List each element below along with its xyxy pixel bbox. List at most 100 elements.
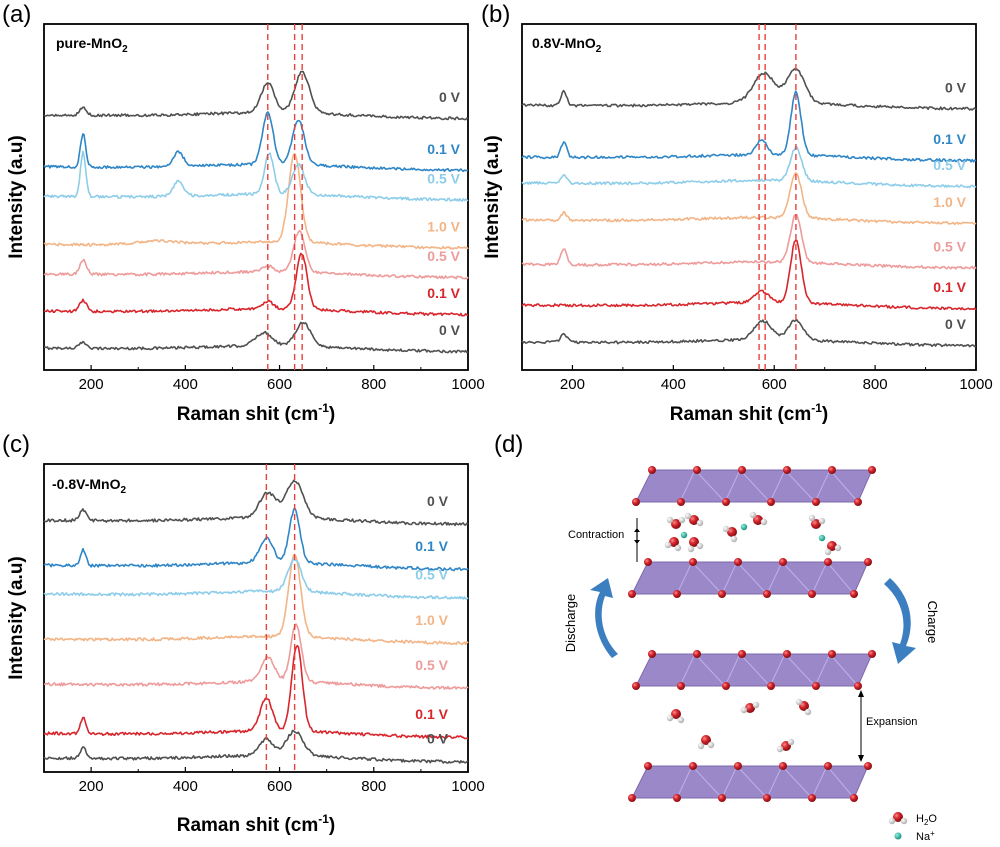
x-tick-label-c-1: 400 [173,778,198,795]
series-label-b-6: 0 V [945,79,967,95]
panel-d-schematic: Contraction Expansion Discharge Charge H… [563,466,940,843]
x-tick-label-a-2: 600 [267,376,292,393]
series-label-a-5: 0.1 V [427,141,460,157]
panel-b-frame [521,23,977,371]
x-tick-label-b-0: 200 [560,376,585,393]
panel-c-xlabel: Raman shit (cm-1) [177,812,335,836]
series-label-b-2: 0.5 V [933,238,966,254]
panel-c-series-layer [43,479,469,764]
series-line-a-4 [43,150,469,202]
x-tick-label-b-4: 1000 [959,376,992,393]
panel-b-series-layer [521,68,977,348]
series-label-c-5: 0.1 V [415,538,448,554]
x-tick-label-c-2: 600 [267,778,292,795]
panel-b-xlabel-main: Raman shit (cm [670,404,811,425]
series-line-a-5 [43,111,469,173]
series-line-b-0 [521,319,976,348]
panel-a-xlabel: Raman shit (cm-1) [177,401,335,425]
panel-a-title-main: pure-MnO [56,35,122,51]
series-label-c-4: 0.5 V [415,567,448,583]
discharge-arrow-icon [590,578,618,658]
series-line-a-0 [44,321,469,354]
series-line-a-3 [43,153,469,250]
panel-a-title: pure-MnO2 [56,35,128,55]
mno2-layer-4 [631,765,869,799]
series-line-b-1 [521,239,977,311]
mno2-layer-3 [635,653,873,687]
series-line-c-6 [43,479,469,527]
panel-c-xlabel-sup: -1 [318,812,329,826]
panel-a-label-layer: 0 V 0.1 V 0.5 V 1.0 V 0.5 V 0.1 V 0 V [427,89,460,338]
series-line-c-3 [43,554,469,646]
panel-b-title-main: 0.8V-MnO [532,35,596,51]
series-line-b-4 [521,145,977,189]
panel-a-letter: (a) [2,1,31,28]
panel-c-frame [43,463,469,773]
panel-c-ylabel: Intensity (a.u) [6,556,27,680]
layer-oxygen-atoms [628,466,876,802]
x-tick-label-b-3: 800 [863,376,888,393]
series-line-b-5 [521,90,977,163]
mno2-layer-1 [635,469,873,503]
interlayer-molecules-top [664,511,842,556]
series-label-b-5: 0.1 V [933,131,966,147]
panel-b-letter: (b) [481,1,510,28]
panel-a-series-layer [43,70,469,354]
charge-arrow-icon [884,578,916,664]
series-label-b-4: 0.5 V [933,157,966,173]
panel-a-title-sub: 2 [122,44,128,55]
water-legend-label: H2O [916,813,937,827]
panel-b-label-layer: 0 V 0.1 V 0.5 V 1.0 V 0.5 V 0.1 V 0 V [933,79,966,332]
mno2-layer-2 [631,561,869,595]
series-line-c-4 [43,557,469,600]
panel-b-xlabel: Raman shit (cm-1) [670,401,828,425]
panel-c-title: -0.8V-MnO2 [52,476,126,496]
series-line-c-1 [43,644,468,740]
panel-b-xlabel-close: ) [822,404,828,425]
panel-c-title-sub: 2 [120,485,126,496]
panel-c-xlabel-main: Raman shit (cm [177,815,318,836]
panel-b-title: 0.8V-MnO2 [532,35,602,55]
x-tick-label-b-1: 400 [661,376,686,393]
sodium-legend-icon [894,832,902,840]
series-line-b-2 [521,214,977,270]
panel-c-label-layer: 0 V 0.1 V 0.5 V 1.0 V 0.5 V 0.1 V 0 V [415,493,448,747]
x-tick-label-a-1: 400 [173,376,198,393]
x-tick-label-c-3: 800 [361,778,386,795]
panel-c-title-main: -0.8V-MnO [52,476,121,492]
series-label-c-0: 0 V [427,731,449,747]
panel-d-letter: (d) [494,431,523,458]
series-label-c-1: 0.1 V [415,706,448,722]
panel-a-xlabel-main: Raman shit (cm [177,404,318,425]
panel-b-title-sub: 2 [596,44,602,55]
series-line-a-1 [43,252,469,317]
contraction-label: Contraction [568,529,624,541]
panel-c-marker-layer [265,464,296,772]
series-label-a-4: 0.5 V [427,170,460,186]
panel-c-chart: 0 V 0.1 V 0.5 V 1.0 V 0.5 V 0.1 V 0 V 200 400 60… [6,463,485,836]
panel-a-xlabel-sup: -1 [318,401,329,415]
series-label-a-6: 0 V [439,89,461,105]
sodium-legend-label: Na+ [916,829,935,843]
series-label-a-3: 1.0 V [427,218,460,234]
series-label-c-3: 1.0 V [415,612,448,628]
series-label-c-2: 0.5 V [415,657,448,673]
x-tick-label-a-3: 800 [361,376,386,393]
series-label-b-1: 0.1 V [933,279,966,295]
panel-b-tick-layer: 200 400 600 800 1000 [560,365,993,393]
x-tick-label-a-4: 1000 [451,376,484,393]
panel-b-xlabel-sup: -1 [811,401,822,415]
expansion-label: Expansion [866,716,917,728]
panel-b-ylabel: Intensity (a.u) [482,135,503,259]
expansion-indicator [858,690,864,762]
water-legend-icon [888,812,908,825]
x-tick-label-b-2: 600 [762,376,787,393]
panel-c-tick-layer: 200 400 600 800 1000 [79,767,485,795]
series-line-a-6 [43,70,469,121]
x-tick-label-c-0: 200 [79,778,104,795]
series-line-a-2 [43,229,469,280]
discharge-label: Discharge [563,594,578,653]
series-label-b-3: 1.0 V [933,194,966,210]
x-tick-label-a-0: 200 [79,376,104,393]
